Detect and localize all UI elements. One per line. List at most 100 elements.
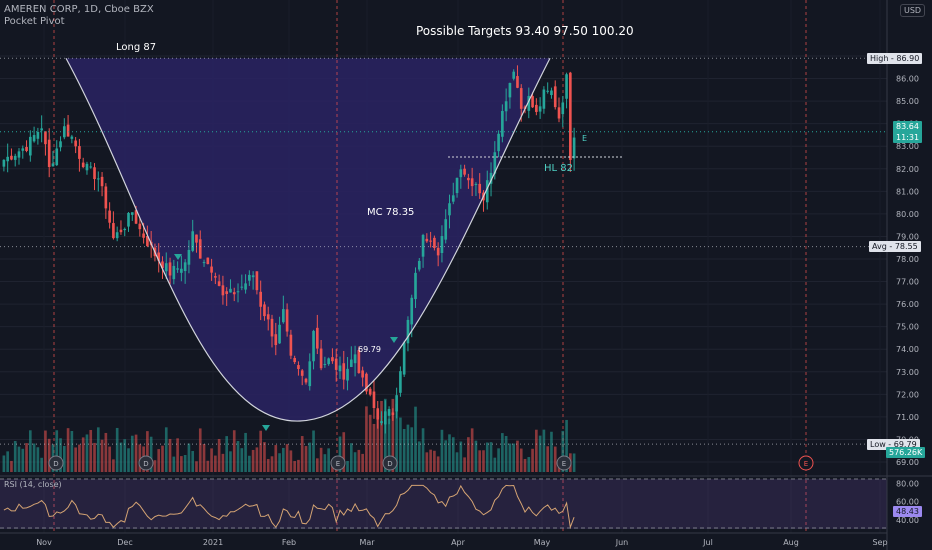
candle-body <box>497 133 500 152</box>
event-circle <box>48 455 64 471</box>
candle-body <box>96 178 100 180</box>
volume-bar <box>414 406 417 472</box>
price-tick-label: 73.00 <box>896 368 919 377</box>
candle-body <box>293 358 296 363</box>
candle-body <box>130 212 134 215</box>
candle-body <box>66 124 70 137</box>
indicator-label[interactable]: Pocket Pivot <box>4 16 65 27</box>
price-tick-label: 86.00 <box>896 75 919 84</box>
volume-bar <box>508 443 512 472</box>
volume-bar <box>232 430 236 472</box>
rsi-label[interactable]: RSI (14, close) <box>4 480 62 489</box>
candle-body <box>519 88 523 109</box>
cup-curve-line <box>65 57 551 422</box>
candle-body <box>21 148 25 151</box>
volume-bar <box>157 449 161 472</box>
candle-body <box>70 136 74 139</box>
candle-body <box>55 148 59 166</box>
candle-body <box>255 271 259 291</box>
candle-body <box>512 71 516 79</box>
time-axis[interactable]: Nov Dec 2021 Feb Mar Apr May Jun Jul Aug Sep <box>0 532 888 547</box>
event-circle <box>556 455 572 471</box>
candle-body <box>108 210 111 223</box>
candle-body <box>546 90 549 92</box>
candle-body <box>361 370 364 378</box>
volume-bar <box>387 418 391 472</box>
candle-body <box>168 262 172 276</box>
candle-body <box>100 176 104 187</box>
price-tick-label: 80.00 <box>896 210 919 219</box>
currency-badge[interactable]: USD <box>900 4 926 17</box>
volume-bar <box>478 450 482 472</box>
candle-body <box>251 275 255 278</box>
volume-bar <box>282 447 285 472</box>
volume-bar <box>553 446 557 472</box>
volume-bar <box>399 417 402 472</box>
volume-bar <box>240 448 244 472</box>
volume-bar <box>365 406 368 472</box>
candle-body <box>395 395 398 412</box>
volume-bar <box>304 446 308 472</box>
pocket-pivot-markers <box>174 254 398 431</box>
volume-bar <box>312 430 315 472</box>
candle-body <box>372 391 376 409</box>
event-letter: E <box>336 460 340 468</box>
volume-bar <box>383 398 387 472</box>
volume-bar <box>100 439 104 472</box>
candle-body <box>157 252 161 261</box>
volume-bar <box>217 438 221 472</box>
candle-body <box>406 319 410 344</box>
candle-body <box>266 314 270 320</box>
candle-body <box>429 240 432 242</box>
volume-bar <box>436 456 440 472</box>
candle-body <box>119 229 123 233</box>
rsi-panel: 80.00 60.00 40.00 <box>0 475 932 530</box>
time-tick-label: Feb <box>282 538 296 547</box>
candle-body <box>572 137 576 159</box>
volume-bar <box>504 435 508 472</box>
candle-body <box>146 235 149 246</box>
candle-body <box>463 168 466 175</box>
volume-bar <box>6 451 9 472</box>
volume-bar <box>248 455 251 472</box>
candle-body <box>217 281 221 286</box>
candle-body <box>565 74 568 99</box>
rsi-value-tag: 48.43 <box>893 506 922 517</box>
candle-body <box>383 411 387 425</box>
time-tick-label: Aug <box>783 538 799 547</box>
volume-bar <box>361 453 364 472</box>
volume-bar <box>127 448 130 472</box>
candle-body <box>289 334 293 356</box>
price-axis[interactable]: 87.0086.0085.0084.0083.0082.0081.0080.00… <box>886 0 919 550</box>
volume-bar <box>316 458 319 472</box>
candle-body <box>368 388 372 395</box>
candle-body <box>123 228 127 231</box>
volume-bar <box>293 461 296 472</box>
candle-body <box>312 330 315 362</box>
volume-bar <box>274 445 278 472</box>
volume-bar <box>451 437 455 472</box>
cup-pattern-fill <box>66 58 550 422</box>
volume-bar <box>391 398 395 472</box>
candle-body <box>553 86 557 108</box>
volume-bar <box>278 453 281 472</box>
candle-body <box>331 357 334 362</box>
volume-bar <box>263 442 266 472</box>
candle-body <box>569 72 572 160</box>
candle-body <box>29 136 32 156</box>
volume-bar <box>149 436 153 472</box>
volume-bar <box>346 460 349 472</box>
candle-body <box>346 368 349 381</box>
volume-bar <box>74 447 77 472</box>
price-tick-label: 82.00 <box>896 165 919 174</box>
volume-bar <box>463 457 466 472</box>
volume-bar <box>550 431 553 472</box>
candle-body <box>327 358 330 365</box>
candle-body <box>414 272 417 300</box>
candle-body <box>17 151 21 158</box>
candle-body <box>353 354 357 364</box>
volume-bar <box>546 446 549 472</box>
time-tick-label: Dec <box>117 538 132 547</box>
candle-body <box>504 101 508 112</box>
